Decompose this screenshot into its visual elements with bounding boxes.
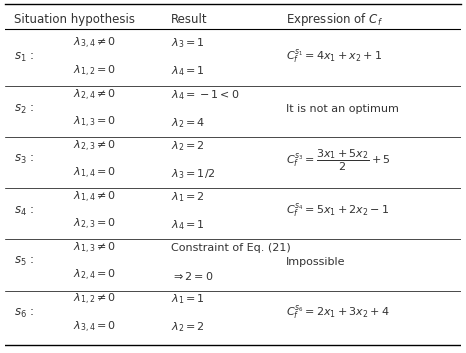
- Text: $s_6$ :: $s_6$ :: [14, 307, 34, 320]
- Text: $\lambda_{1,4} \neq 0$: $\lambda_{1,4} \neq 0$: [73, 190, 116, 205]
- Text: $s_1$ :: $s_1$ :: [14, 50, 34, 64]
- Text: $\lambda_{1,3} = 0$: $\lambda_{1,3} = 0$: [73, 115, 116, 130]
- Text: $C_f^{s_1} = 4x_1 + x_2 + 1$: $C_f^{s_1} = 4x_1 + x_2 + 1$: [286, 48, 382, 66]
- Text: $C_f^{s_6} = 2x_1 + 3x_2 + 4$: $C_f^{s_6} = 2x_1 + 3x_2 + 4$: [286, 304, 390, 322]
- Text: $\lambda_{2,3} = 0$: $\lambda_{2,3} = 0$: [73, 217, 116, 233]
- Text: $\lambda_2 = 2$: $\lambda_2 = 2$: [171, 139, 206, 153]
- Text: $\lambda_2 = 2$: $\lambda_2 = 2$: [171, 320, 206, 334]
- Text: $\lambda_{2,3} \neq 0$: $\lambda_{2,3} \neq 0$: [73, 138, 116, 154]
- Text: $\lambda_{3,4} = 0$: $\lambda_{3,4} = 0$: [73, 319, 116, 335]
- Text: $\lambda_{3,4} \neq 0$: $\lambda_{3,4} \neq 0$: [73, 36, 116, 51]
- Text: Expression of $C_f$: Expression of $C_f$: [286, 11, 383, 28]
- Text: It is not an optimum: It is not an optimum: [286, 104, 398, 114]
- Text: $s_2$ :: $s_2$ :: [14, 102, 34, 115]
- Text: $\lambda_{1,2} = 0$: $\lambda_{1,2} = 0$: [73, 64, 116, 78]
- Text: $s_3$ :: $s_3$ :: [14, 153, 34, 167]
- Text: $\lambda_4 = 1$: $\lambda_4 = 1$: [171, 64, 206, 78]
- Text: $\lambda_4 = 1$: $\lambda_4 = 1$: [171, 218, 206, 232]
- Text: Constraint of Eq. (21): Constraint of Eq. (21): [171, 243, 291, 253]
- Text: $\lambda_2 = 4$: $\lambda_2 = 4$: [171, 116, 206, 130]
- Text: $\lambda_{2,4} \neq 0$: $\lambda_{2,4} \neq 0$: [73, 88, 116, 103]
- Text: $C_f^{s_4} = 5x_1 + 2x_2 - 1$: $C_f^{s_4} = 5x_1 + 2x_2 - 1$: [286, 202, 389, 220]
- Text: $\lambda_{1,3} \neq 0$: $\lambda_{1,3} \neq 0$: [73, 240, 116, 256]
- Text: Impossible: Impossible: [286, 257, 345, 267]
- Text: Result: Result: [171, 13, 208, 26]
- Text: $\lambda_4 = -1 < 0$: $\lambda_4 = -1 < 0$: [171, 88, 240, 102]
- Text: $C_f^{s_3} = \dfrac{3x_1 + 5x_2}{2} + 5$: $C_f^{s_3} = \dfrac{3x_1 + 5x_2}{2} + 5$: [286, 147, 391, 173]
- Text: $s_4$ :: $s_4$ :: [14, 204, 34, 218]
- Text: $\lambda_{1,2} \neq 0$: $\lambda_{1,2} \neq 0$: [73, 292, 116, 307]
- Text: $\lambda_3 = 1$: $\lambda_3 = 1$: [171, 36, 206, 50]
- Text: $\lambda_3 = 1/2$: $\lambda_3 = 1/2$: [171, 167, 216, 181]
- Text: $\Rightarrow 2 = 0$: $\Rightarrow 2 = 0$: [171, 270, 214, 282]
- Text: $s_5$ :: $s_5$ :: [14, 256, 34, 269]
- Text: $\lambda_1 = 1$: $\lambda_1 = 1$: [171, 292, 206, 306]
- Text: Situation hypothesis: Situation hypothesis: [14, 13, 135, 26]
- Text: $\lambda_{2,4} = 0$: $\lambda_{2,4} = 0$: [73, 268, 116, 283]
- Text: $\lambda_1 = 2$: $\lambda_1 = 2$: [171, 190, 206, 204]
- Text: $\lambda_{1,4} = 0$: $\lambda_{1,4} = 0$: [73, 166, 116, 181]
